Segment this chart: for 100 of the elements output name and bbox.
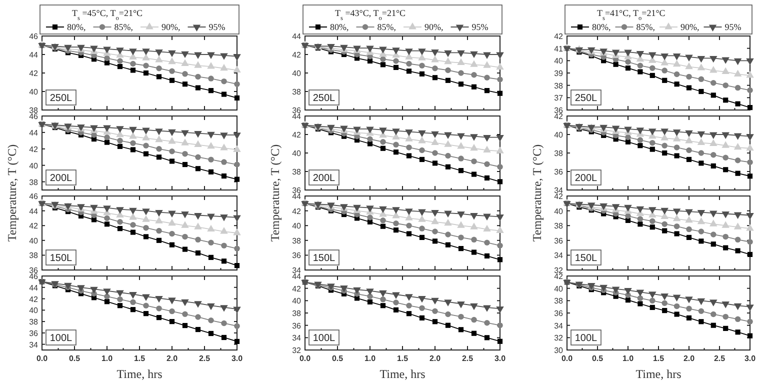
y-tick-label: 40: [292, 69, 302, 78]
point: [431, 56, 439, 62]
y-tick-label: 36: [554, 106, 564, 115]
point: [143, 70, 149, 76]
point: [471, 172, 477, 177]
point: [734, 84, 741, 91]
point: [129, 126, 137, 134]
point: [155, 135, 163, 142]
y-tick-label: 32: [292, 346, 302, 355]
point: [129, 212, 137, 220]
point: [393, 64, 399, 70]
x-tick-label: 3.0: [744, 354, 756, 363]
point: [638, 69, 643, 74]
x-tick-label: 3.0: [231, 354, 244, 363]
point: [497, 338, 503, 344]
point: [168, 50, 176, 58]
point: [90, 204, 98, 212]
point: [483, 52, 491, 59]
point: [722, 154, 728, 160]
point: [142, 215, 150, 222]
legend-label: 80%,: [67, 22, 86, 32]
point: [77, 285, 85, 292]
point: [660, 293, 668, 300]
y-tick-label: 34: [554, 186, 564, 195]
y-tick-label: 36: [292, 321, 302, 330]
point: [662, 300, 668, 306]
point: [182, 311, 188, 318]
legend-label: 80%,: [592, 22, 611, 32]
y-tick-label: 36: [29, 328, 39, 338]
point: [233, 54, 241, 61]
point: [686, 306, 692, 312]
y-tick-label: 40: [554, 130, 564, 140]
annotation: 150L: [50, 253, 73, 264]
point: [497, 164, 503, 170]
point: [169, 78, 175, 83]
point: [698, 238, 704, 244]
point: [484, 253, 490, 258]
point: [672, 53, 681, 60]
point: [130, 222, 136, 228]
legend-label: 95%: [208, 22, 226, 32]
point: [142, 294, 150, 301]
point: [734, 142, 742, 150]
point: [458, 246, 464, 252]
point: [221, 173, 227, 179]
legend-title: T$_{s}$ =43°C, T$_{o}$=21°C: [335, 8, 406, 22]
point: [722, 132, 730, 139]
point: [445, 322, 451, 328]
point: [234, 263, 240, 268]
point: [458, 234, 464, 240]
y-tick-label: 38: [29, 178, 39, 187]
point: [168, 210, 176, 218]
y-tick-label: 42: [292, 206, 302, 216]
point: [405, 48, 413, 56]
point: [686, 226, 692, 232]
annotation: 250L: [574, 93, 598, 104]
annotation: 200L: [574, 173, 598, 184]
legend-title: T$_{s}$ =45°C, T$_{o}$=21°C: [72, 8, 143, 22]
point: [181, 51, 189, 58]
point: [638, 143, 643, 148]
point: [233, 228, 241, 236]
point: [686, 85, 692, 90]
point: [169, 148, 175, 154]
point: [734, 158, 741, 164]
point: [686, 234, 692, 240]
point: [445, 242, 451, 248]
point: [392, 292, 400, 299]
point: [624, 50, 632, 57]
point: [458, 168, 464, 174]
point: [471, 316, 477, 323]
y-tick-label: 38: [29, 318, 39, 327]
point: [234, 81, 240, 87]
point: [233, 66, 241, 72]
y-tick-label: 44: [29, 50, 39, 60]
point: [419, 62, 425, 68]
point: [662, 221, 668, 227]
point: [156, 154, 162, 160]
point: [710, 311, 716, 318]
point: [104, 215, 110, 222]
point: [710, 132, 718, 139]
point: [496, 226, 504, 234]
point: [234, 162, 240, 168]
x-tick-label: 2.0: [429, 354, 442, 363]
point: [104, 222, 110, 227]
point: [393, 58, 399, 64]
legend-label: 90%,: [424, 22, 444, 32]
point: [638, 222, 643, 227]
point: [431, 138, 439, 146]
point: [406, 302, 412, 308]
point: [182, 234, 188, 240]
point: [432, 228, 438, 234]
point: [674, 231, 680, 236]
point: [662, 142, 668, 148]
annotation: 250L: [50, 93, 73, 104]
point: [650, 304, 655, 310]
y-tick-label: 34: [29, 340, 39, 350]
point: [380, 303, 386, 308]
point: [497, 322, 503, 328]
point: [405, 214, 413, 220]
y-tick-label: 34: [554, 321, 564, 330]
point: [662, 308, 668, 314]
